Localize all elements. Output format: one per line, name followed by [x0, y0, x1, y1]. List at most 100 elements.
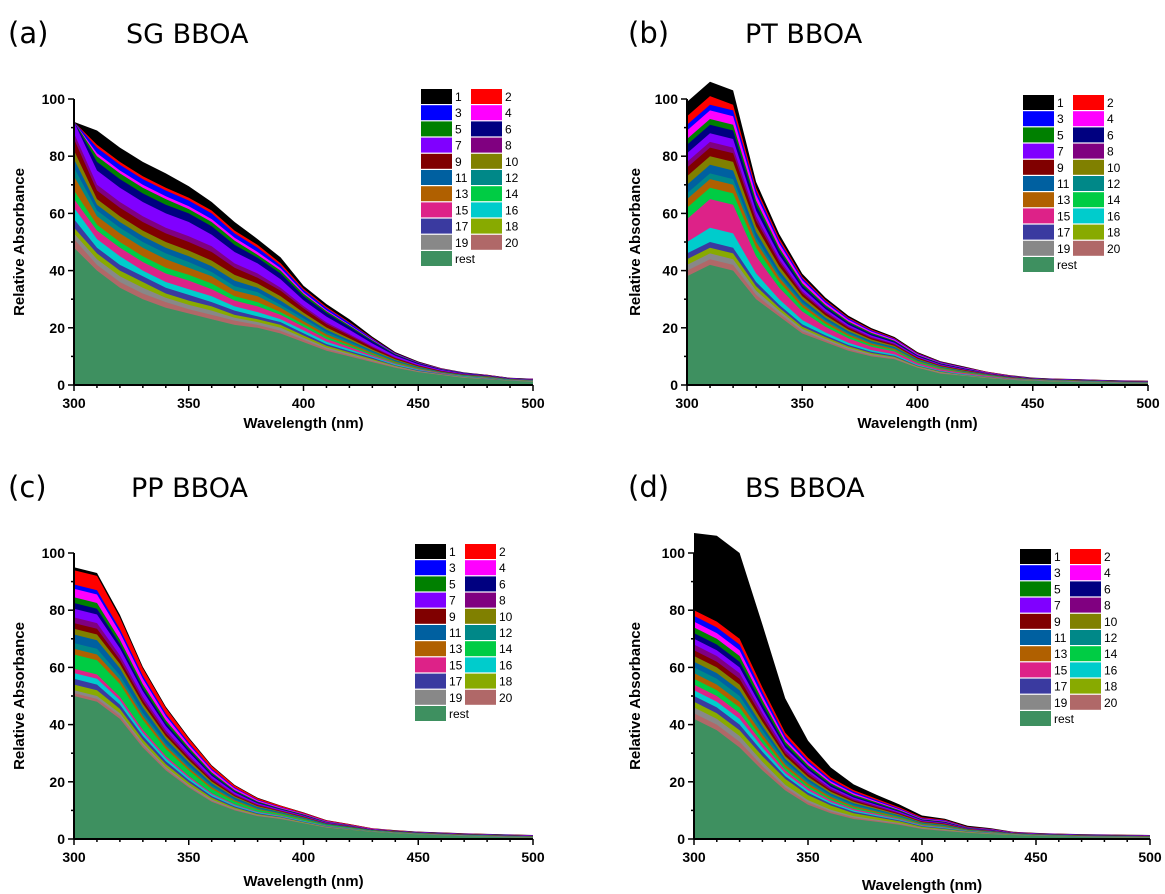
legend-swatch-4 [1073, 111, 1104, 127]
x-tick-label: 450 [407, 849, 431, 865]
legend-swatch-1 [1020, 549, 1051, 564]
legend-swatch-rest [1020, 711, 1051, 726]
y-tick-label: 0 [670, 377, 678, 393]
legend-label-rest: rest [1054, 712, 1075, 726]
x-tick-label: 500 [1138, 849, 1162, 865]
legend-label-12: 12 [1107, 177, 1121, 191]
x-tick-label: 300 [682, 849, 706, 865]
x-tick-label: 400 [292, 395, 316, 411]
legend-label-19: 19 [1054, 696, 1068, 710]
legend-swatch-20 [1073, 240, 1104, 256]
legend-label-17: 17 [449, 675, 463, 689]
legend-label-11: 11 [455, 171, 468, 185]
legend-label-9: 9 [455, 155, 462, 169]
legend-label-18: 18 [499, 675, 513, 689]
area-series-group [694, 533, 1150, 839]
legend-swatch-12 [471, 170, 502, 185]
legend-label-4: 4 [505, 106, 512, 120]
legend-label-1: 1 [449, 545, 456, 559]
x-tick-label: 300 [62, 849, 86, 865]
x-axis-title: Wavelength (nm) [857, 415, 977, 432]
legend-swatch-11 [415, 625, 446, 640]
legend-label-4: 4 [499, 561, 506, 575]
x-tick-label: 500 [521, 849, 545, 865]
y-tick-label: 80 [49, 602, 65, 618]
legend-swatch-18 [465, 673, 496, 689]
legend-label-5: 5 [1054, 582, 1061, 596]
legend-swatch-14 [1073, 192, 1104, 208]
legend-swatch-2 [471, 89, 502, 104]
legend-swatch-6 [471, 121, 502, 137]
x-tick-label: 450 [1024, 849, 1048, 865]
legend-label-7: 7 [449, 594, 456, 608]
legend-label-7: 7 [1054, 599, 1061, 613]
legend-label-1: 1 [1057, 96, 1064, 110]
legend-swatch-2 [1070, 549, 1101, 564]
legend-swatch-rest [421, 251, 452, 266]
y-axis-title: Relative Absorbance [11, 622, 28, 770]
legend-swatch-19 [415, 689, 446, 705]
legend-label-20: 20 [1107, 242, 1121, 256]
panel-label: (a) [8, 16, 48, 50]
legend-swatch-10 [465, 608, 496, 624]
legend-label-13: 13 [1057, 193, 1071, 207]
legend-swatch-4 [465, 560, 496, 576]
legend-label-10: 10 [505, 155, 519, 169]
legend-swatch-5 [1023, 127, 1054, 143]
legend-label-4: 4 [1104, 566, 1111, 580]
legend-label-3: 3 [1057, 112, 1064, 126]
legend-swatch-13 [1023, 192, 1054, 208]
legend-label-19: 19 [449, 691, 463, 705]
legend-label-1: 1 [455, 90, 462, 104]
legend-label-17: 17 [1054, 680, 1068, 694]
legend-swatch-11 [421, 170, 452, 185]
legend-swatch-10 [1073, 159, 1104, 175]
legend-label-20: 20 [499, 691, 513, 705]
legend-swatch-4 [1070, 565, 1101, 581]
legend-swatch-19 [1020, 694, 1051, 710]
legend-label-15: 15 [1057, 209, 1071, 223]
legend-label-17: 17 [455, 220, 469, 234]
legend-swatch-7 [421, 137, 452, 153]
x-axis-title: Wavelength (nm) [243, 873, 363, 890]
x-tick-label: 350 [177, 395, 201, 411]
legend-label-rest: rest [455, 252, 476, 266]
y-tick-label: 40 [669, 717, 685, 733]
legend-label-13: 13 [1054, 647, 1068, 661]
y-tick-label: 40 [49, 263, 65, 279]
legend-label-1: 1 [1054, 550, 1061, 564]
y-tick-label: 80 [662, 148, 678, 164]
legend-swatch-12 [1070, 630, 1101, 645]
legend-swatch-15 [415, 657, 446, 673]
legend-swatch-16 [1070, 662, 1101, 678]
legend-swatch-2 [1073, 95, 1104, 110]
legend-label-4: 4 [1107, 112, 1114, 126]
legend-swatch-11 [1023, 176, 1054, 191]
area-series-rest [74, 696, 533, 839]
legend-label-7: 7 [455, 139, 462, 153]
legend-swatch-6 [465, 576, 496, 592]
legend-label-10: 10 [1107, 161, 1121, 175]
legend-label-15: 15 [455, 203, 469, 217]
panel-label: (c) [8, 470, 47, 504]
legend-swatch-10 [471, 153, 502, 169]
legend-label-17: 17 [1057, 226, 1071, 240]
x-tick-label: 500 [521, 395, 545, 411]
legend-label-18: 18 [505, 220, 519, 234]
legend-swatch-16 [471, 202, 502, 218]
legend-swatch-17 [1023, 224, 1054, 240]
legend-swatch-17 [415, 673, 446, 689]
area-series-rest [687, 264, 1148, 385]
legend-swatch-6 [1073, 127, 1104, 143]
legend-label-8: 8 [1104, 599, 1111, 613]
legend-swatch-3 [1020, 565, 1051, 581]
y-tick-label: 60 [662, 205, 678, 221]
chart-panel-4: (d) BS BBOA 300 350 400 450 500 0 20 40 60 80 100 Wav… [627, 470, 1162, 894]
y-tick-label: 0 [677, 831, 685, 847]
legend-label-6: 6 [1104, 582, 1111, 596]
legend-swatch-rest [1023, 257, 1054, 272]
area-series-group [74, 121, 533, 386]
y-tick-label: 60 [49, 659, 65, 675]
